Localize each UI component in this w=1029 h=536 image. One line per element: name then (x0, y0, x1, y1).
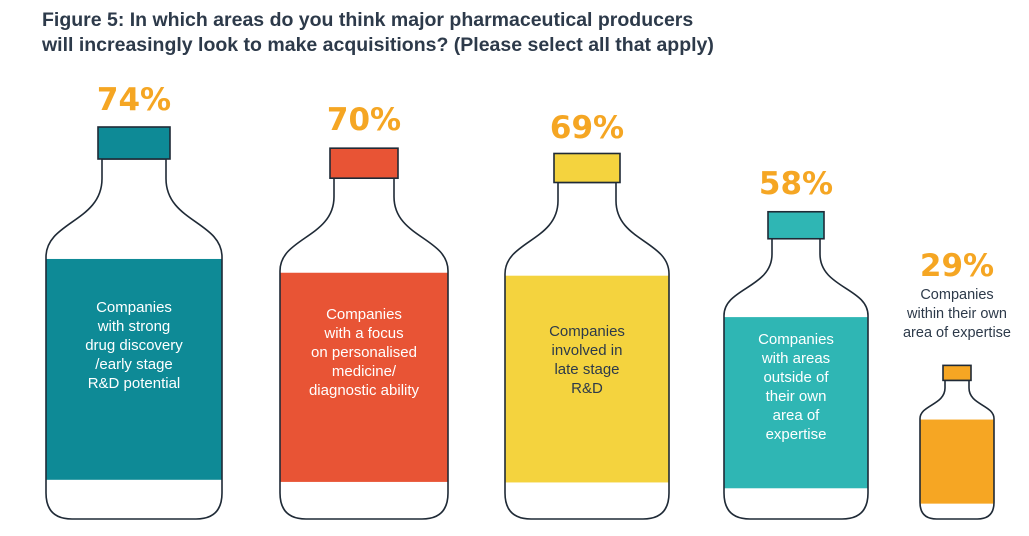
value-label-2: 70% (327, 102, 401, 138)
value-label-4: 58% (759, 166, 833, 202)
value-label-1: 74% (97, 82, 171, 118)
value-label-3: 69% (550, 110, 624, 146)
bottle-liquid-2 (280, 272, 448, 482)
bottle-liquid-1 (46, 258, 222, 480)
bottle-liquid-5 (920, 419, 994, 504)
bottle-cap-4 (767, 210, 825, 240)
bottle-outline-1 (45, 158, 223, 520)
chart-title-line-1: Figure 5: In which areas do you think ma… (42, 9, 694, 31)
bottle-outline-5 (919, 379, 995, 520)
bottle-cap-3 (553, 152, 621, 184)
bottle-outline-3 (504, 181, 670, 520)
category-label-4: Companies with areas outside of their ow… (758, 331, 834, 443)
category-label-3: Companies involved in late stage R&D (549, 323, 625, 397)
bottle-outline-2 (279, 177, 449, 520)
bottle-cap-1 (97, 126, 171, 160)
chart-title-line-2: will increasingly look to make acquisiti… (42, 34, 714, 56)
bottle-outline-4 (723, 237, 869, 520)
bottle-liquid-3 (505, 275, 669, 483)
category-label-5: Companies within their own area of exper… (902, 287, 1011, 341)
bottle-cap-2 (329, 147, 399, 179)
category-label-2: Companies with a focus on personalised m… (308, 306, 420, 399)
chart-title: Figure 5: In which areas do you think ma… (42, 8, 802, 58)
bottle-cap-5 (942, 364, 972, 382)
bottle-liquid-4 (724, 317, 868, 489)
value-label-5: 29% (920, 248, 994, 284)
category-label-1: Companies with strong drug discovery /ea… (85, 299, 183, 392)
